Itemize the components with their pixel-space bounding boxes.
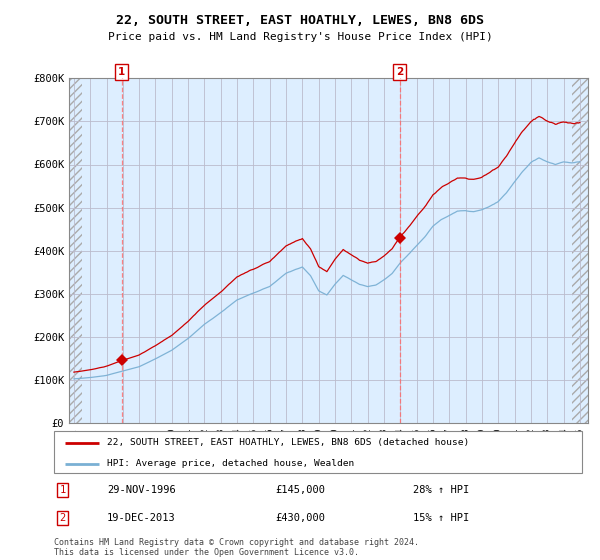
Bar bbox=[69, 78, 82, 423]
Bar bbox=[572, 78, 588, 423]
FancyBboxPatch shape bbox=[54, 431, 582, 473]
Text: 22, SOUTH STREET, EAST HOATHLY, LEWES, BN8 6DS (detached house): 22, SOUTH STREET, EAST HOATHLY, LEWES, B… bbox=[107, 438, 469, 447]
Text: 1: 1 bbox=[118, 67, 125, 77]
Text: 19-DEC-2013: 19-DEC-2013 bbox=[107, 513, 176, 523]
Text: HPI: Average price, detached house, Wealden: HPI: Average price, detached house, Weal… bbox=[107, 459, 354, 469]
Text: 28% ↑ HPI: 28% ↑ HPI bbox=[413, 485, 469, 495]
Text: 2: 2 bbox=[59, 513, 65, 523]
Text: Contains HM Land Registry data © Crown copyright and database right 2024.
This d: Contains HM Land Registry data © Crown c… bbox=[54, 538, 419, 557]
Text: £430,000: £430,000 bbox=[276, 513, 326, 523]
Text: 1: 1 bbox=[59, 485, 65, 495]
Text: 15% ↑ HPI: 15% ↑ HPI bbox=[413, 513, 469, 523]
Text: 22, SOUTH STREET, EAST HOATHLY, LEWES, BN8 6DS: 22, SOUTH STREET, EAST HOATHLY, LEWES, B… bbox=[116, 14, 484, 27]
Text: £145,000: £145,000 bbox=[276, 485, 326, 495]
Bar bbox=[69, 78, 82, 423]
Text: 2: 2 bbox=[396, 67, 403, 77]
Text: Price paid vs. HM Land Registry's House Price Index (HPI): Price paid vs. HM Land Registry's House … bbox=[107, 32, 493, 42]
Text: 29-NOV-1996: 29-NOV-1996 bbox=[107, 485, 176, 495]
